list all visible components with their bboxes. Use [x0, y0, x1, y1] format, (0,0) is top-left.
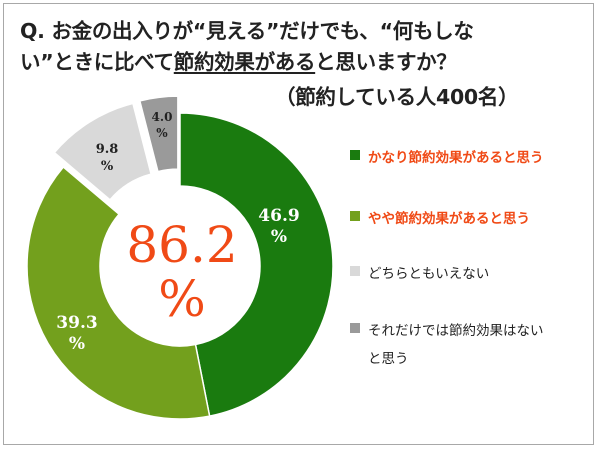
- legend-label: やや節約効果があると思う: [368, 211, 530, 227]
- question-line-1: Q. お金の出入りが“見える”だけでも、“何もしな: [20, 14, 474, 44]
- legend-swatch: [350, 323, 360, 333]
- slice-unit-label: %: [69, 334, 85, 354]
- legend-swatch: [350, 211, 360, 221]
- slice-value-label: 46.9: [258, 206, 299, 226]
- center-value: 86.2: [126, 216, 237, 274]
- question-line-2-underlined: 節約効果がある: [173, 50, 316, 74]
- legend-swatch: [350, 266, 360, 276]
- slice-labels: 46.9%39.3%9.8%4.0%: [56, 110, 299, 354]
- slice-unit-label: %: [101, 159, 114, 174]
- donut-slice: [138, 95, 179, 173]
- slice-value-label: 9.8: [96, 142, 119, 157]
- question-line-1-text: Q. お金の出入りが“見える”だけでも、“何もしな: [20, 19, 474, 43]
- slice-value-label: 39.3: [56, 313, 97, 333]
- question-line-2: い”ときに比べて節約効果があると思いますか？: [20, 45, 457, 75]
- legend-label: それだけでは節約効果はない: [368, 323, 544, 339]
- question-sample-note: （節約している人400名）: [275, 80, 519, 110]
- question-line-2-suffix: と思いますか？: [315, 50, 457, 74]
- donut-slice: [53, 102, 152, 201]
- slice-value-label: 4.0: [152, 110, 173, 124]
- donut-slices: [26, 95, 334, 420]
- legend-label: かなり節約効果があると思う: [368, 150, 544, 166]
- slice-unit-label: %: [156, 126, 168, 140]
- center-label: 86.2%: [126, 216, 237, 328]
- center-unit: %: [158, 270, 206, 328]
- slice-unit-label: %: [271, 227, 287, 247]
- legend-label: と思う: [368, 351, 409, 367]
- question-line-2-prefix: い”ときに比べて: [20, 50, 174, 74]
- donut-slice: [26, 165, 211, 420]
- legend-label: どちらともいえない: [368, 266, 490, 282]
- question-sample-note-text: （節約している人400名）: [275, 85, 519, 109]
- legend-swatch: [350, 150, 360, 160]
- donut-slice: [179, 112, 334, 417]
